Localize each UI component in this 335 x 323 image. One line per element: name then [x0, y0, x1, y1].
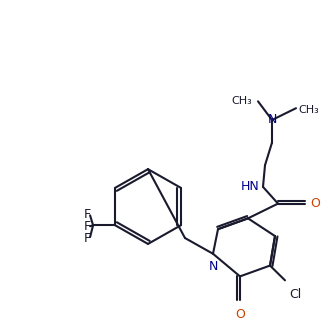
Text: F: F: [83, 220, 91, 233]
Text: N: N: [267, 113, 277, 127]
Text: F: F: [83, 208, 91, 221]
Text: F: F: [83, 232, 91, 245]
Text: HN: HN: [241, 180, 260, 193]
Text: O: O: [310, 197, 320, 210]
Text: Cl: Cl: [289, 288, 301, 301]
Text: N: N: [208, 260, 218, 273]
Text: CH₃: CH₃: [298, 105, 319, 115]
Text: CH₃: CH₃: [231, 96, 252, 106]
Text: O: O: [235, 308, 245, 321]
